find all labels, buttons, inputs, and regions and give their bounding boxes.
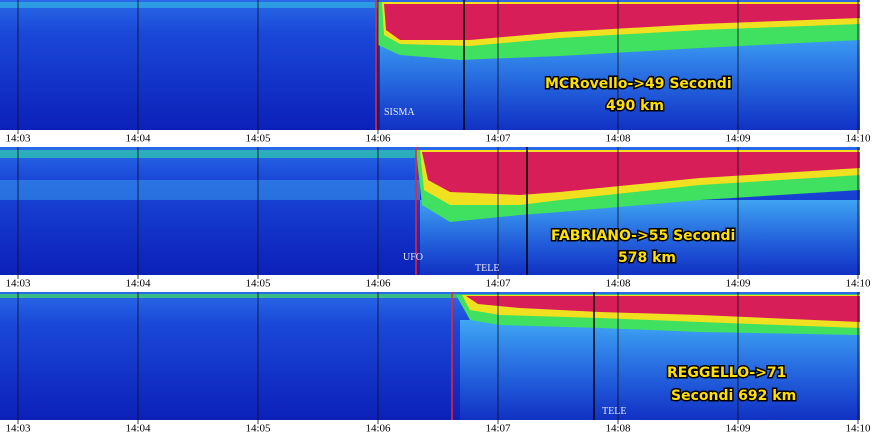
time-tick-label: 14:06 <box>365 278 391 290</box>
annotation: SISMA <box>384 107 415 118</box>
time-tick-label: 14:07 <box>485 423 511 435</box>
time-tick-label: 14:03 <box>5 133 31 145</box>
time-tick-label: 14:06 <box>365 133 391 145</box>
time-tick-label: 14:10 <box>845 423 871 435</box>
panel-2 <box>0 147 872 291</box>
annotation: TELE <box>602 406 626 417</box>
time-tick-label: 14:10 <box>845 278 871 290</box>
station-label: MCRovello->49 Secondi <box>545 76 732 92</box>
distance-label: Secondi 692 km <box>671 388 796 404</box>
time-tick-label: 14:09 <box>725 278 751 290</box>
time-tick-label: 14:08 <box>605 278 631 290</box>
annotation: TELE <box>475 263 499 274</box>
time-tick-label: 14:05 <box>245 423 271 435</box>
panel-3 <box>0 292 872 436</box>
time-tick-label: 14:09 <box>725 423 751 435</box>
time-tick-label: 14:08 <box>605 133 631 145</box>
time-tick-label: 14:07 <box>485 278 511 290</box>
time-tick-label: 14:10 <box>845 133 871 145</box>
time-tick-label: 14:07 <box>485 133 511 145</box>
panel-1 <box>0 0 872 146</box>
time-tick-label: 14:05 <box>245 278 271 290</box>
time-tick-label: 14:06 <box>365 423 391 435</box>
distance-label: 578 km <box>618 250 676 266</box>
time-tick-label: 14:03 <box>5 423 31 435</box>
annotation: UFO <box>403 252 423 263</box>
time-tick-label: 14:04 <box>125 423 151 435</box>
time-tick-label: 14:03 <box>5 278 31 290</box>
time-tick-label: 14:04 <box>125 278 151 290</box>
time-tick-label: 14:04 <box>125 133 151 145</box>
station-label: FABRIANO->55 Secondi <box>551 228 735 244</box>
distance-label: 490 km <box>606 98 664 114</box>
time-tick-label: 14:08 <box>605 423 631 435</box>
station-label: REGGELLO->71 <box>667 365 786 381</box>
time-tick-label: 14:09 <box>725 133 751 145</box>
time-tick-label: 14:05 <box>245 133 271 145</box>
